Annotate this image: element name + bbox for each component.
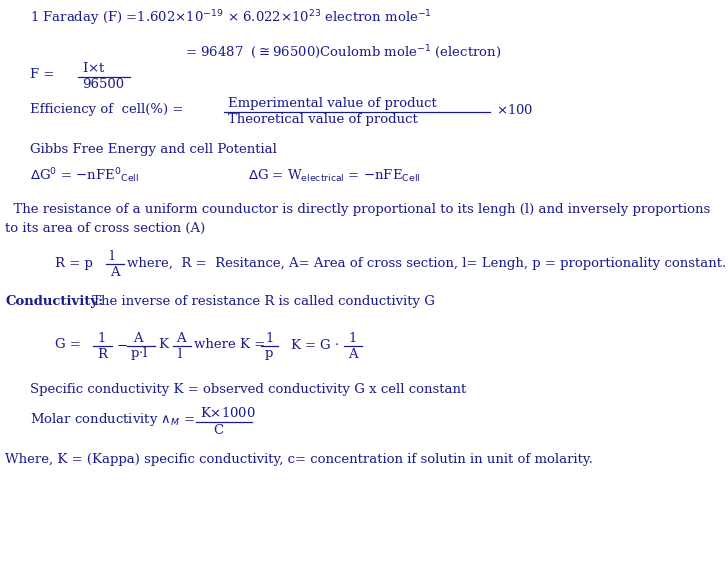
Text: I$\times$t: I$\times$t — [82, 61, 106, 75]
Text: 96500: 96500 — [82, 77, 124, 90]
Text: l: l — [178, 347, 182, 360]
Text: R: R — [97, 347, 107, 360]
Text: A: A — [348, 347, 357, 360]
Text: Emperimental value of product: Emperimental value of product — [228, 97, 437, 110]
Text: 1: 1 — [97, 332, 106, 345]
Text: where K =: where K = — [194, 338, 265, 351]
Text: 1 Faraday (F) =1.602$\times$10$^{-19}$ $\times$ 6.022$\times$10$^{23}$ electron : 1 Faraday (F) =1.602$\times$10$^{-19}$ $… — [30, 8, 432, 28]
Text: to its area of cross section (A): to its area of cross section (A) — [5, 221, 205, 234]
Text: $-$: $-$ — [116, 338, 127, 351]
Text: C: C — [213, 424, 223, 437]
Text: $\times$100: $\times$100 — [496, 103, 534, 117]
Text: l: l — [110, 250, 114, 263]
Text: G =: G = — [55, 338, 81, 351]
Text: Where, K = (Kappa) specific conductivity, c= concentration if solutin in unit of: Where, K = (Kappa) specific conductivity… — [5, 454, 593, 467]
Text: = 96487  ($\cong$96500)Coulomb mole$^{-1}$ (electron): = 96487 ($\cong$96500)Coulomb mole$^{-1}… — [185, 43, 502, 61]
Text: A: A — [110, 266, 119, 279]
Text: K = G $\cdot$: K = G $\cdot$ — [282, 338, 339, 352]
Text: A: A — [133, 332, 143, 345]
Text: K$\times$1000: K$\times$1000 — [200, 406, 256, 420]
Text: p$\cdot$l: p$\cdot$l — [130, 346, 149, 363]
Text: p: p — [265, 347, 274, 360]
Text: A: A — [176, 332, 186, 345]
Text: Molar conductivity $\wedge$$_{M}$ =: Molar conductivity $\wedge$$_{M}$ = — [30, 411, 195, 428]
Text: Conductivity:: Conductivity: — [5, 295, 103, 308]
Text: The resistance of a uniform counductor is directly proportional to its lengh (l): The resistance of a uniform counductor i… — [5, 203, 711, 216]
Text: Specific conductivity K = observed conductivity G x cell constant: Specific conductivity K = observed condu… — [30, 384, 466, 397]
Text: $\Delta$G$^{0}$ = $-$nFE$^{0}$$_{\mathrm{Cell}}$: $\Delta$G$^{0}$ = $-$nFE$^{0}$$_{\mathrm… — [30, 167, 139, 185]
Text: The inverse of resistance R is called conductivity G: The inverse of resistance R is called co… — [88, 295, 435, 308]
Text: Theoretical value of product: Theoretical value of product — [228, 112, 418, 125]
Text: Efficiency of  cell(%) =: Efficiency of cell(%) = — [30, 103, 183, 116]
Text: $\Delta$G = W$_{\mathrm{electrical}}$ = $-$nFE$_{\mathrm{Cell}}$: $\Delta$G = W$_{\mathrm{electrical}}$ = … — [248, 168, 420, 184]
Text: Gibbs Free Energy and cell Potential: Gibbs Free Energy and cell Potential — [30, 144, 277, 157]
Text: R = p: R = p — [55, 257, 93, 270]
Text: F =: F = — [30, 68, 55, 81]
Text: where,  R =  Resitance, A= Area of cross section, l= Lengh, p = proportionality : where, R = Resitance, A= Area of cross s… — [127, 257, 727, 270]
Text: K: K — [158, 338, 168, 351]
Text: 1: 1 — [265, 332, 274, 345]
Text: 1: 1 — [348, 332, 357, 345]
